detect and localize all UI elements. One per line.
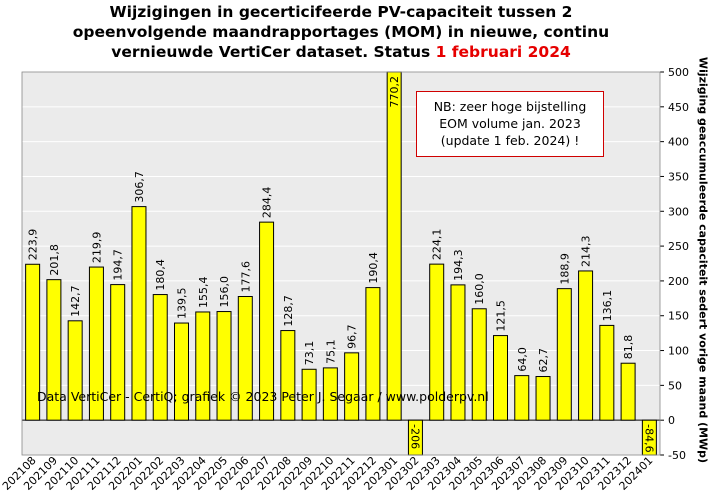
data-label: 139,5: [176, 288, 189, 320]
bar: [535, 376, 551, 421]
bar: [514, 375, 530, 421]
data-label: 219,9: [90, 232, 103, 264]
data-label: 177,6: [239, 261, 252, 293]
bar: [110, 284, 126, 421]
bar: [152, 294, 168, 421]
data-label: -84,6: [642, 424, 655, 452]
bar: [578, 270, 594, 421]
bar: [237, 296, 253, 421]
bar: [386, 71, 402, 421]
y-tick-label: 200: [668, 275, 689, 288]
data-credit: Data VertiCer - CertiQ; grafiek © 2023 P…: [37, 389, 489, 404]
data-label: 62,7: [537, 348, 550, 373]
data-label: 73,1: [303, 341, 316, 366]
y-tick-label: 300: [668, 205, 689, 218]
bar: [174, 322, 189, 421]
bar: [88, 266, 104, 421]
data-label: 128,7: [282, 295, 295, 327]
y-tick-label: -50: [668, 449, 686, 462]
y-tick-label: 450: [668, 101, 689, 114]
data-label: 75,1: [324, 339, 337, 364]
title-line-2: opeenvolgende maandrapportages (MOM) in …: [72, 23, 610, 41]
plot-border: [21, 71, 661, 456]
data-label: 224,1: [431, 229, 444, 261]
title-line-3-prefix: vernieuwde VertiCer dataset. Status: [111, 43, 436, 61]
y-tick-label: 50: [668, 379, 682, 392]
data-label: 194,7: [112, 249, 125, 281]
bar: [493, 335, 508, 421]
data-label: 142,7: [69, 285, 82, 317]
title-line-1: Wijzigingen in gecerticifeerde PV-capaci…: [109, 3, 573, 21]
data-label: 64,0: [516, 347, 529, 372]
annotation-line-1: NB: zeer hoge bijstelling: [433, 99, 587, 114]
data-label: 306,7: [133, 171, 146, 203]
y-tick-label: 250: [668, 240, 689, 253]
bar: [365, 287, 381, 421]
y-tick-label: 0: [668, 414, 675, 427]
data-label: 770,2: [388, 76, 401, 108]
data-label: 96,7: [346, 324, 359, 349]
bar: [620, 362, 636, 421]
bar: [46, 279, 62, 421]
bar: [259, 221, 275, 421]
data-label: 160,0: [473, 273, 486, 305]
data-label: 194,3: [452, 249, 465, 281]
chart-title: Wijzigingen in gecerticifeerde PV-capaci…: [0, 2, 682, 62]
data-label: 201,8: [48, 244, 61, 276]
annotation-box: NB: zeer hoge bijstelling EOM volume jan…: [416, 91, 604, 157]
y-tick-label: 150: [668, 310, 689, 323]
data-label: 155,4: [197, 276, 210, 308]
bar: [450, 284, 466, 421]
data-label: 156,0: [218, 276, 231, 307]
data-label: 121,5: [495, 300, 508, 332]
data-label: 188,9: [558, 253, 571, 285]
y-tick-label: 500: [668, 66, 689, 79]
bar: [67, 320, 83, 421]
bar: [216, 311, 232, 421]
bar: [301, 368, 317, 421]
data-label: 214,3: [580, 235, 593, 267]
data-label: 284,4: [261, 187, 274, 219]
bar: [131, 206, 147, 421]
data-label: 136,1: [601, 290, 614, 322]
annotation-line-3: (update 1 feb. 2024) !: [440, 133, 580, 148]
bar: [25, 263, 41, 421]
y-tick-label: 350: [668, 170, 689, 183]
annotation-line-2: EOM volume jan. 2023: [439, 116, 581, 131]
bar: [599, 324, 615, 421]
bar: [322, 367, 338, 421]
bar: [195, 311, 211, 421]
data-label: -206: [408, 424, 421, 449]
status-date: 1 februari 2024: [435, 43, 571, 61]
y-tick-label: 100: [668, 345, 689, 358]
y-tick-label: 400: [668, 136, 689, 149]
data-label: 190,4: [367, 252, 380, 284]
y-axis-label: Wijziging geaccumuleerde capaciteit sede…: [696, 56, 710, 464]
data-label: 180,4: [154, 259, 167, 291]
title-line-3: vernieuwde VertiCer dataset. Status 1 fe…: [0, 42, 682, 62]
bar: [556, 288, 572, 421]
bar: [471, 308, 487, 421]
bar: [280, 330, 296, 421]
data-label: 223,9: [27, 229, 40, 261]
data-label: 81,8: [622, 335, 635, 360]
bar: [344, 352, 360, 421]
bar: [429, 263, 445, 421]
